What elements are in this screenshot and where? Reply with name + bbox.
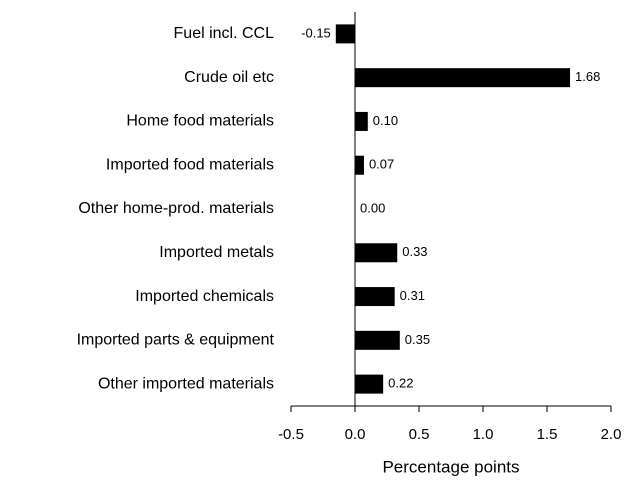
bar [355, 330, 400, 350]
data-label: 1.68 [575, 69, 600, 84]
data-label: 0.22 [388, 376, 413, 391]
bar [355, 243, 398, 263]
bar [355, 68, 571, 88]
data-label: 0.33 [402, 244, 427, 259]
data-label: -0.15 [301, 25, 331, 40]
x-tick-label: 2.0 [601, 426, 622, 443]
data-label: 0.00 [360, 200, 385, 215]
bar [355, 155, 364, 175]
y-tick-label: Other imported materials [98, 375, 274, 392]
x-tick-label: 1.5 [537, 426, 558, 443]
bar [335, 24, 355, 44]
x-axis-title: Percentage points [382, 457, 519, 476]
y-tick-label: Other home-prod. materials [78, 200, 274, 217]
bar [355, 111, 368, 131]
x-tick-label: 0.0 [345, 426, 366, 443]
x-tick-label: 1.0 [473, 426, 494, 443]
data-label: 0.35 [405, 332, 430, 347]
y-tick-label: Imported parts & equipment [77, 332, 275, 349]
x-tick-label: 0.5 [409, 426, 430, 443]
data-label: 0.10 [373, 113, 398, 128]
y-tick-label: Imported chemicals [135, 288, 274, 305]
y-tick-label: Imported food materials [106, 156, 274, 173]
bar [355, 287, 395, 307]
y-tick-label: Home food materials [126, 113, 274, 130]
bar [355, 374, 384, 394]
y-tick-label: Fuel incl. CCL [174, 25, 275, 42]
x-tick-label: -0.5 [278, 426, 304, 443]
data-label: 0.07 [369, 157, 394, 172]
y-tick-label: Crude oil etc [184, 69, 274, 86]
y-tick-label: Imported metals [159, 244, 274, 261]
data-label: 0.31 [400, 288, 425, 303]
